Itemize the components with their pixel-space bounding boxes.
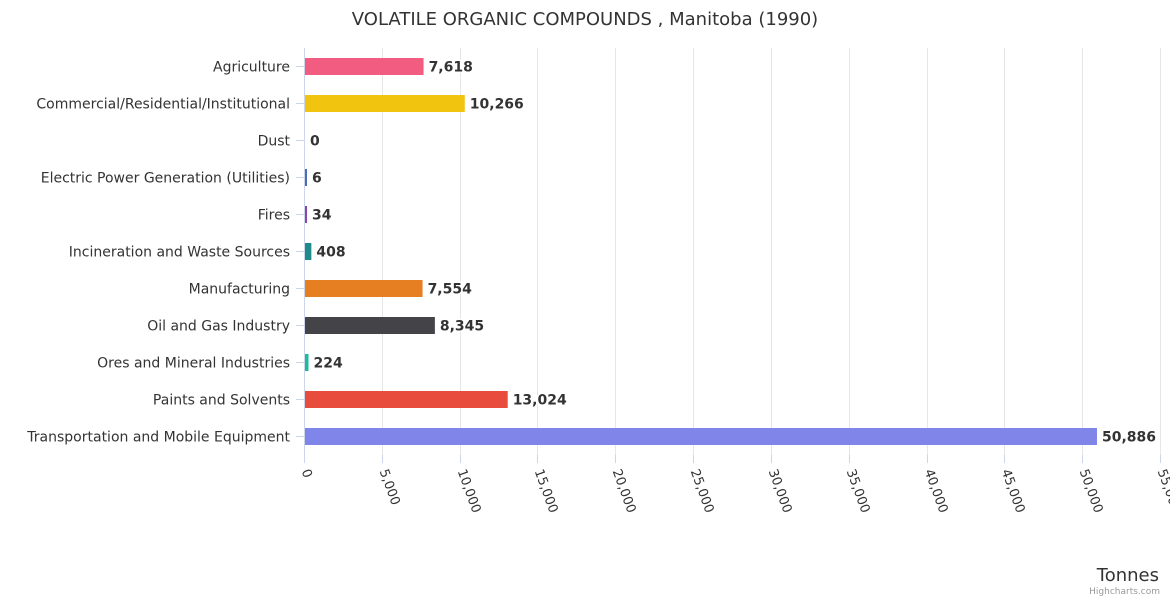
category-label-paints-and-solvents: Paints and Solvents [153, 393, 290, 409]
bar-series [305, 58, 1097, 445]
bar-fires[interactable] [305, 206, 307, 223]
data-label-agriculture: 7,618 [429, 60, 473, 76]
category-label-agriculture: Agriculture [213, 60, 290, 76]
bar-commercial-residential-institutional[interactable] [305, 95, 465, 112]
data-label-ores-and-mineral-industries: 224 [313, 356, 342, 372]
data-label-electric-power-generation-utilities: 6 [312, 171, 322, 187]
category-label-incineration-and-waste-sources: Incineration and Waste Sources [69, 245, 290, 261]
data-label-paints-and-solvents: 13,024 [513, 393, 567, 409]
category-label-oil-and-gas-industry: Oil and Gas Industry [147, 319, 290, 335]
data-label-dust: 0 [310, 134, 320, 150]
bar-oil-and-gas-industry[interactable] [305, 317, 435, 334]
category-label-manufacturing: Manufacturing [189, 282, 290, 298]
data-label-incineration-and-waste-sources: 408 [316, 245, 345, 261]
x-axis-title: Tonnes [1096, 565, 1159, 586]
category-label-electric-power-generation-utilities: Electric Power Generation (Utilities) [41, 171, 290, 187]
bar-incineration-and-waste-sources[interactable] [305, 243, 312, 260]
category-label-commercial-residential-institutional: Commercial/Residential/Institutional [36, 97, 290, 113]
chart-title: VOLATILE ORGANIC COMPOUNDS , Manitoba (1… [352, 9, 818, 30]
category-label-fires: Fires [258, 208, 290, 224]
bar-agriculture[interactable] [305, 58, 424, 75]
grid-lines [304, 48, 1161, 455]
bar-electric-power-generation-utilities[interactable] [305, 169, 307, 186]
category-axis: Agriculture Commercial/Residential/Instit… [26, 48, 305, 455]
bar-transportation-and-mobile-equipment[interactable] [305, 428, 1097, 445]
data-label-oil-and-gas-industry: 8,345 [440, 319, 484, 335]
data-label-transportation-and-mobile-equipment: 50,886 [1102, 430, 1156, 446]
category-label-transportation-and-mobile-equipment: Transportation and Mobile Equipment [26, 430, 290, 446]
data-label-commercial-residential-institutional: 10,266 [470, 97, 524, 113]
bar-ores-and-mineral-industries[interactable] [305, 354, 309, 371]
data-label-fires: 34 [312, 208, 332, 224]
category-label-dust: Dust [258, 134, 291, 150]
data-label-manufacturing: 7,554 [428, 282, 473, 298]
credits-link[interactable]: Highcharts.com [1089, 587, 1160, 597]
bar-paints-and-solvents[interactable] [305, 391, 508, 408]
bar-manufacturing[interactable] [305, 280, 423, 297]
data-labels: 7,618 10,266 0 6 34 408 7,554 8,345 224 13,024 50,… [309, 58, 1158, 447]
category-label-ores-and-mineral-industries: Ores and Mineral Industries [97, 356, 290, 372]
